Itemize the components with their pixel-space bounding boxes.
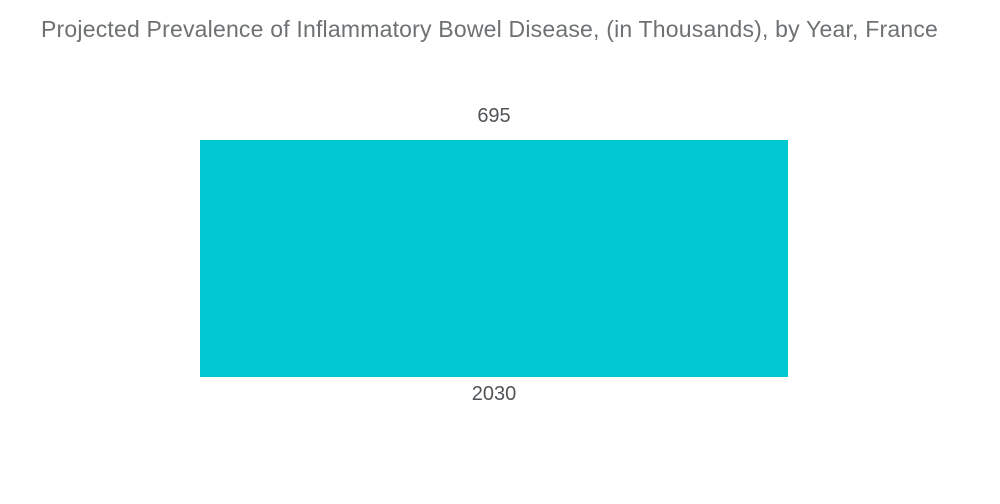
x-axis-tick-label-2030: 2030 (471, 383, 517, 405)
bar-value-label: 695 (477, 105, 511, 127)
plot-area (200, 140, 788, 377)
bar-2030 (200, 140, 788, 377)
chart-title: Projected Prevalence of Inflammatory Bow… (41, 16, 939, 42)
